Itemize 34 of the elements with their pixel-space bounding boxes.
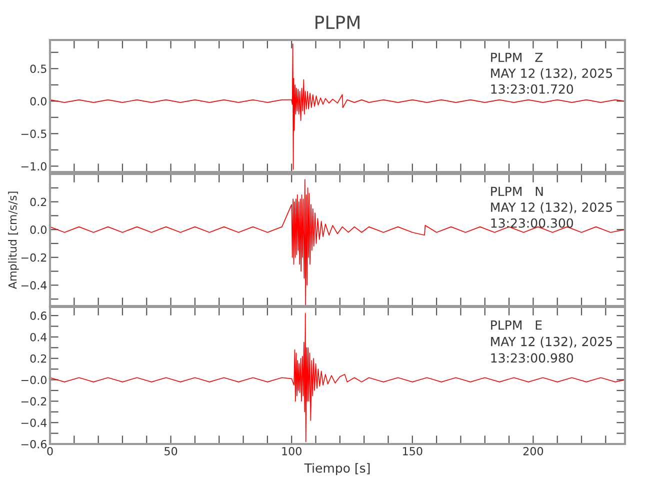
annotation: PLPM Z xyxy=(491,52,543,62)
x-tick-label: 150 xyxy=(403,446,422,456)
y-tick-label: −0.2 xyxy=(21,253,46,262)
y-tick-label: −0.5 xyxy=(21,130,46,138)
annotation: PLPM E xyxy=(491,320,542,330)
annotation: 13:23:00.300 xyxy=(491,218,574,228)
line-series xyxy=(50,43,625,170)
annotation: MAY 12 (132), 2025 xyxy=(491,68,612,80)
chart-title: PLPM xyxy=(316,16,360,29)
annotation: PLPM N xyxy=(491,186,543,196)
y-tick-label: 0.6 xyxy=(30,312,47,320)
y-tick-label: −0.6 xyxy=(21,440,47,448)
y-tick-label: 0.4 xyxy=(30,332,47,342)
y-tick-label: 0.0 xyxy=(30,97,46,106)
annotation: 13:23:00.980 xyxy=(491,353,574,363)
x-tick-label: 200 xyxy=(523,446,544,456)
y-tick-label: −0.2 xyxy=(21,397,46,406)
line-series xyxy=(50,313,625,442)
annotation: MAY 12 (132), 2025 xyxy=(491,202,612,214)
y-tick-label: 0.2 xyxy=(30,354,46,363)
y-tick-label: −0.0 xyxy=(21,376,46,384)
y-tick-label: 0.0 xyxy=(30,226,46,234)
y-axis-title: Amplitud [cm/s/s] xyxy=(8,192,19,290)
x-axis-title: Tiempo [s] xyxy=(304,463,370,476)
annotation: 13:23:01.720 xyxy=(491,84,574,94)
annotation: MAY 12 (132), 2025 xyxy=(491,336,612,348)
y-tick-label: −1.0 xyxy=(21,162,46,171)
x-tick-label: 0 xyxy=(47,446,53,456)
y-tick-label: −0.4 xyxy=(21,418,47,427)
x-tick-label: 50 xyxy=(164,446,178,456)
x-tick-label: 100 xyxy=(282,446,302,456)
y-tick-label: 0.5 xyxy=(30,64,46,73)
y-tick-label: 0.2 xyxy=(30,198,46,206)
y-tick-label: −0.4 xyxy=(21,281,47,290)
